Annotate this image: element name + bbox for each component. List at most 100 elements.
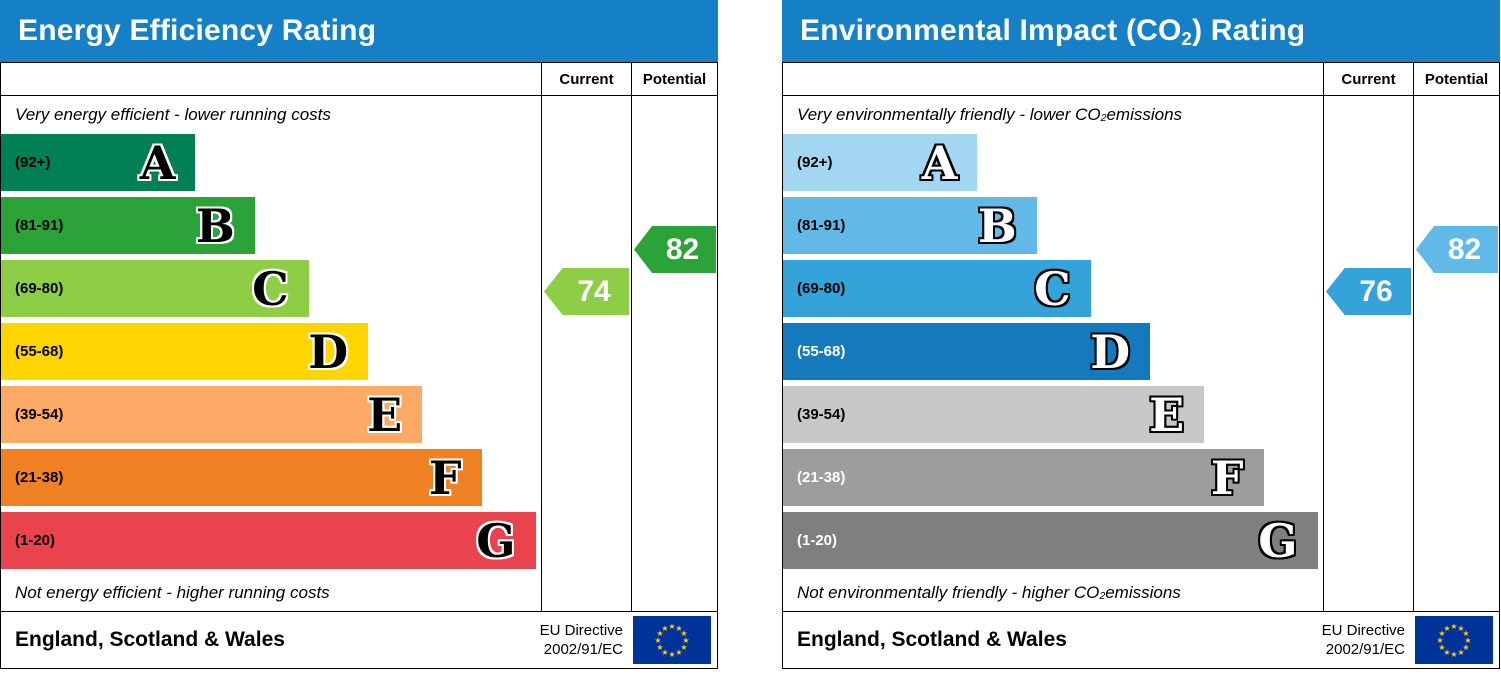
energy-chart-header: Energy Efficiency Rating bbox=[0, 0, 718, 62]
svg-text:★: ★ bbox=[668, 650, 675, 659]
band-row-a: (92+) A bbox=[1, 134, 541, 197]
top-note: Very energy efficient - lower running co… bbox=[1, 96, 541, 134]
band-row-c: (69-80) C bbox=[1, 260, 541, 323]
band-letter: B bbox=[977, 198, 1017, 253]
band-row-g: (1-20) G bbox=[783, 512, 1323, 575]
energy-rating-table: Current Potential Very energy efficient … bbox=[0, 62, 718, 669]
eu-flag-field bbox=[1415, 616, 1493, 664]
svg-text:★: ★ bbox=[1438, 643, 1445, 652]
band-row-b: (81-91) B bbox=[1, 197, 541, 260]
eu-flag-icon: ★ ★ ★ ★ ★ ★ ★ ★ ★ ★ ★ ★ bbox=[633, 616, 711, 664]
band-row-e: (39-54) E bbox=[783, 386, 1323, 449]
eu-directive-line2: 2002/91/EC bbox=[1325, 641, 1405, 658]
band-letter: F bbox=[428, 450, 462, 505]
bottom-note: Not environmentally friendly - higher CO… bbox=[783, 575, 1323, 611]
potential-column-header: Potential bbox=[1413, 63, 1499, 96]
eu-directive-line2: 2002/91/EC bbox=[543, 641, 623, 658]
potential-rating-arrow: 82 bbox=[634, 226, 716, 273]
band-range-label: (81-91) bbox=[15, 217, 64, 234]
svg-text:★: ★ bbox=[1450, 622, 1457, 631]
band-letter: A bbox=[139, 135, 176, 190]
environmental-chart-title: Environmental Impact (CO2) Rating bbox=[800, 14, 1305, 50]
eu-flag-stars: ★ ★ ★ ★ ★ ★ ★ ★ ★ ★ ★ ★ bbox=[654, 622, 689, 659]
band-bar-a: (92+) A bbox=[783, 134, 978, 191]
band-bar-g: (1-20) G bbox=[783, 512, 1318, 569]
band-letter: G bbox=[476, 513, 516, 568]
band-bar-e: (39-54) E bbox=[1, 386, 423, 443]
band-bar-g: (1-20) G bbox=[1, 512, 536, 569]
potential-column-header: Potential bbox=[631, 63, 717, 96]
note-text: Not environmentally friendly - higher CO bbox=[797, 583, 1100, 602]
note-subscript: 2 bbox=[1100, 111, 1107, 124]
band-row-d: (55-68) D bbox=[1, 323, 541, 386]
band-range-label: (81-91) bbox=[797, 217, 846, 234]
band-range-label: (92+) bbox=[797, 154, 833, 171]
band-row-f: (21-38) F bbox=[783, 449, 1323, 512]
eu-directive-label: EU Directive 2002/91/EC bbox=[540, 621, 623, 660]
region-label: England, Scotland & Wales bbox=[797, 628, 1067, 651]
band-range-label: (39-54) bbox=[797, 406, 846, 423]
band-letter: D bbox=[308, 324, 349, 379]
note-subscript: 2 bbox=[1099, 589, 1106, 602]
band-bar-b: (81-91) B bbox=[1, 197, 255, 254]
eu-flag-stars: ★ ★ ★ ★ ★ ★ ★ ★ ★ ★ ★ ★ bbox=[1436, 622, 1471, 659]
band-range-label: (69-80) bbox=[797, 280, 846, 297]
potential-rating-arrow: 82 bbox=[1416, 226, 1498, 273]
note-text: Very energy efficient - lower running co… bbox=[15, 105, 331, 124]
svg-text:★: ★ bbox=[661, 624, 668, 633]
svg-text:★: ★ bbox=[656, 643, 663, 652]
band-bar-f: (21-38) F bbox=[1, 449, 482, 506]
title-text: Environmental Impact (CO bbox=[800, 14, 1182, 47]
svg-text:★: ★ bbox=[1457, 648, 1464, 657]
region-label: England, Scotland & Wales bbox=[15, 628, 285, 651]
current-column-header: Current bbox=[541, 63, 631, 96]
band-bar-c: (69-80) C bbox=[1, 260, 309, 317]
band-row-g: (1-20) G bbox=[1, 512, 541, 575]
spacer-column-header bbox=[1, 63, 541, 96]
title-subscript: 2 bbox=[1181, 28, 1193, 50]
svg-text:★: ★ bbox=[1462, 643, 1469, 652]
band-range-label: (21-38) bbox=[15, 469, 64, 486]
chart-footer: England, Scotland & Wales EU Directive 2… bbox=[783, 611, 1499, 668]
band-range-label: (55-68) bbox=[797, 343, 846, 360]
environmental-chart-header: Environmental Impact (CO2) Rating bbox=[782, 0, 1500, 62]
title-text: Energy Efficiency Rating bbox=[18, 14, 377, 47]
svg-text:★: ★ bbox=[680, 629, 687, 638]
note-text: Not energy efficient - higher running co… bbox=[15, 583, 330, 602]
band-range-label: (39-54) bbox=[15, 406, 64, 423]
band-bar-d: (55-68) D bbox=[1, 323, 369, 380]
current-rating-arrow: 76 bbox=[1326, 268, 1411, 315]
band-area: Very environmentally friendly - lower CO… bbox=[783, 96, 1323, 611]
band-bar-d: (55-68) D bbox=[783, 323, 1151, 380]
svg-text:★: ★ bbox=[680, 643, 687, 652]
band-letter: E bbox=[1149, 387, 1185, 442]
band-bar-b: (81-91) B bbox=[783, 197, 1037, 254]
band-bar-c: (69-80) C bbox=[783, 260, 1091, 317]
band-area: Very energy efficient - lower running co… bbox=[1, 96, 541, 611]
band-row-f: (21-38) F bbox=[1, 449, 541, 512]
current-column-header: Current bbox=[1323, 63, 1413, 96]
svg-text:★: ★ bbox=[1464, 636, 1471, 645]
eu-flag-field bbox=[633, 616, 711, 664]
band-row-e: (39-54) E bbox=[1, 386, 541, 449]
chart-footer: England, Scotland & Wales EU Directive 2… bbox=[1, 611, 717, 668]
band-letter: A bbox=[921, 135, 958, 190]
band-range-label: (92+) bbox=[15, 154, 51, 171]
potential-score-column: 82 bbox=[631, 96, 717, 611]
svg-text:★: ★ bbox=[1436, 636, 1443, 645]
current-score-column: 74 bbox=[541, 96, 631, 611]
band-row-c: (69-80) C bbox=[783, 260, 1323, 323]
band-range-label: (1-20) bbox=[797, 532, 838, 549]
band-letter: F bbox=[1210, 450, 1244, 505]
current-score-column: 76 bbox=[1323, 96, 1413, 611]
energy-efficiency-chart: Energy Efficiency Rating Current Potenti… bbox=[0, 0, 718, 669]
eu-directive-line1: EU Directive bbox=[539, 621, 623, 639]
bottom-note: Not energy efficient - higher running co… bbox=[1, 575, 541, 611]
svg-text:★: ★ bbox=[654, 636, 661, 645]
current-rating-arrow: 74 bbox=[544, 268, 629, 315]
eu-directive-line1: EU Directive bbox=[1321, 621, 1405, 639]
eu-flag-icon: ★ ★ ★ ★ ★ ★ ★ ★ ★ ★ ★ ★ bbox=[1415, 616, 1493, 664]
note-text: emissions bbox=[1105, 583, 1181, 602]
svg-text:★: ★ bbox=[675, 624, 682, 633]
